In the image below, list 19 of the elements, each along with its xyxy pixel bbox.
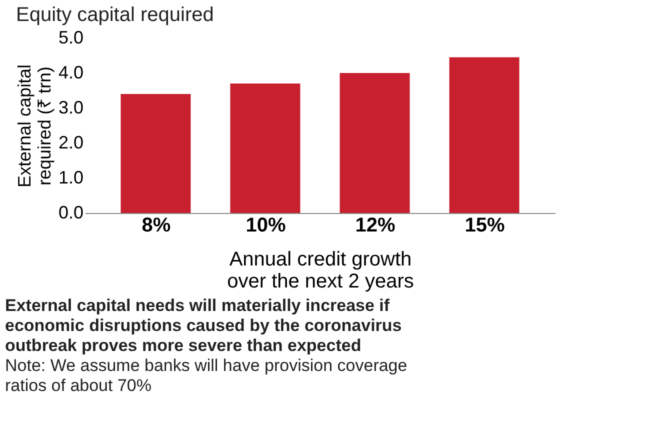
text: External capital needs will materially increase if economic disruptions caused by the coronavirus outbreak proves more severe than expected [5,296,402,355]
x-tick-label: 10% [246,214,286,236]
bar [120,94,191,213]
chart-title: Equity capital required [16,4,214,26]
y-tick-label: 5.0 [58,28,84,48]
bar [449,57,520,213]
y-tick-label: 0.0 [58,202,84,222]
x-tick-label: 8% [142,214,171,236]
y-tick-label: 4.0 [58,62,84,82]
bar [340,73,410,213]
y-tick-label: 2.0 [58,132,84,152]
text: Note: We assume banks will have provision coverage ratios of about 70% [5,356,408,395]
y-axis-title: External capital required (₹ trn) [14,64,54,188]
y-tick-label: 3.0 [58,98,84,118]
x-tick-label: 12% [355,214,396,236]
y-tick-label: 1.0 [58,168,84,188]
x-axis-title: Annual credit growth over the next 2 years [227,248,414,292]
bar [230,84,300,213]
x-tick-label: 15% [464,214,506,236]
